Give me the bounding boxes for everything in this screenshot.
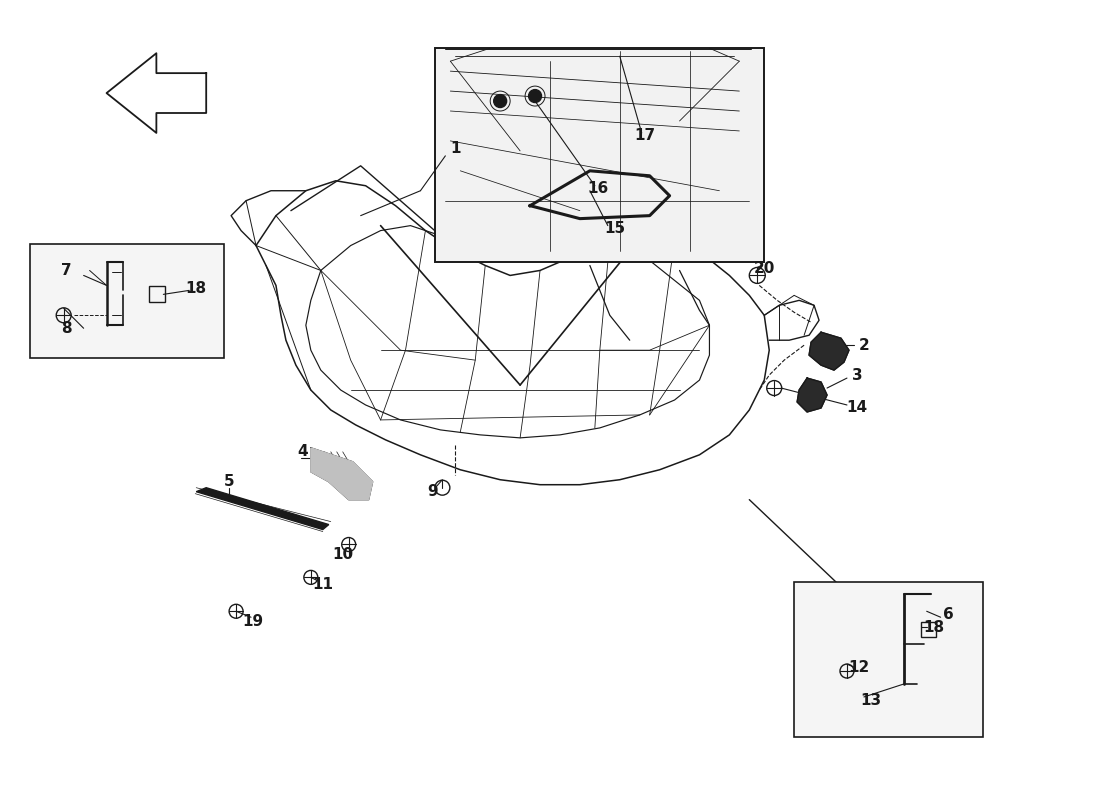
Text: 12: 12 [848,659,869,674]
Polygon shape [196,488,329,530]
Polygon shape [798,378,827,412]
Text: 8: 8 [62,321,72,336]
Circle shape [494,94,507,107]
Bar [794,582,983,737]
Text: 10: 10 [332,547,353,562]
Text: 13: 13 [860,694,881,709]
Text: 15: 15 [604,221,625,236]
Circle shape [529,90,541,102]
Text: 1: 1 [450,142,461,156]
Text: 16: 16 [587,182,608,196]
Bar [436,48,764,262]
Text: 20: 20 [754,261,774,276]
Bar [30,243,224,358]
Text: 17: 17 [634,129,656,143]
Text: 6: 6 [943,606,954,622]
Text: 14: 14 [846,401,868,415]
Text: 3: 3 [851,367,862,382]
Text: 19: 19 [242,614,264,629]
Text: 9: 9 [427,484,438,499]
Polygon shape [311,448,373,500]
Text: 4: 4 [297,444,308,459]
Text: 18: 18 [923,620,944,634]
Text: 11: 11 [312,577,333,592]
Text: 5: 5 [223,474,234,490]
Polygon shape [810,332,849,370]
Text: 2: 2 [858,338,869,353]
Bar [150,286,165,302]
Polygon shape [107,54,206,133]
Text: 7: 7 [62,263,72,278]
Bar [921,622,936,637]
Text: 18: 18 [186,281,207,296]
